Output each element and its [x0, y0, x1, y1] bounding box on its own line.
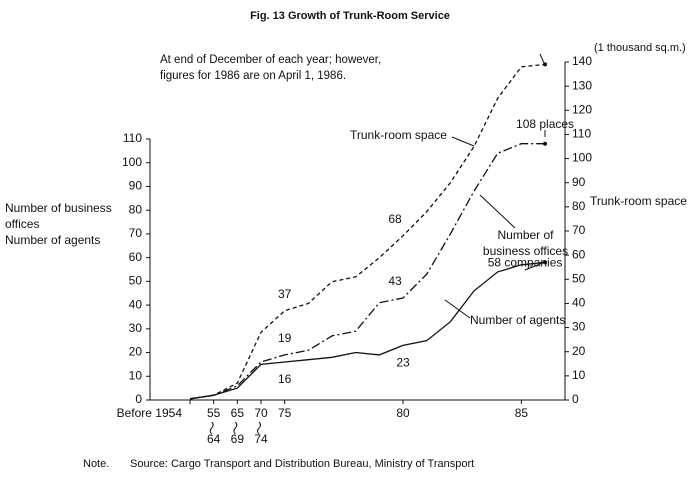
value-label: 16	[278, 372, 292, 386]
x-tick-label-end: 64	[207, 432, 221, 446]
series-line	[189, 261, 546, 400]
value-label: 23	[396, 356, 410, 370]
y-tick-label: 60	[129, 250, 143, 264]
y-tick-label: 50	[129, 274, 143, 288]
series-label: Number of business offices	[482, 228, 569, 258]
note: At end of December of each year; however…	[160, 54, 382, 82]
y-tick-label: 90	[129, 179, 143, 193]
y2-tick-label: 30	[572, 320, 586, 334]
y2-tick-label: 120	[572, 102, 592, 116]
x-tick-label: 75	[278, 406, 292, 420]
end-point	[543, 141, 548, 146]
y2-tick-label: 20	[572, 344, 586, 358]
x-tick-label: 85	[515, 406, 529, 420]
arrows	[444, 53, 546, 319]
end-point	[543, 260, 548, 265]
y2-tick-label: 100	[572, 151, 592, 165]
range-tilde	[209, 421, 214, 435]
arrow	[539, 53, 545, 64]
x-tick-label: 55	[207, 406, 221, 420]
y2-tick-label: 10	[572, 368, 586, 382]
y2-axis-label: Trunk-room space	[590, 194, 687, 208]
x-tick-label: 80	[396, 406, 410, 420]
arrow	[451, 136, 475, 147]
x-tick-label-end: 69	[231, 432, 245, 446]
value-label: 37	[278, 287, 292, 301]
arrow	[444, 299, 471, 319]
y2-tick-label: 0	[572, 392, 579, 406]
y2-tick-label: 90	[572, 175, 586, 189]
y-tick-label: 0	[135, 392, 142, 406]
y-tick-label: 110	[123, 131, 142, 145]
y-tick-label: 80	[129, 202, 143, 216]
range-tilde	[233, 421, 238, 435]
y2-tick-label: 50	[572, 271, 586, 285]
y-tick-label: 70	[129, 226, 143, 240]
y-tick-label: 10	[129, 368, 143, 382]
value-label: 68	[388, 212, 402, 226]
y2-tick-label: 60	[572, 247, 586, 261]
source: Source: Cargo Transport and Distribution…	[130, 458, 474, 470]
x-tick-label: 70	[254, 406, 268, 420]
y2-tick-label: 70	[572, 223, 586, 237]
y2-tick-label: 40	[572, 296, 586, 310]
y-tick-label: 30	[129, 321, 143, 335]
series-label: Trunk-room space	[350, 128, 447, 142]
value-label: 43	[388, 274, 402, 288]
value-label: 19	[278, 331, 292, 345]
y2-tick-label: 140	[572, 54, 592, 68]
end-point	[543, 62, 548, 67]
arrow	[479, 194, 516, 229]
y-axis-label-2: Number of agents	[5, 233, 101, 247]
y-tick-label: 100	[122, 155, 142, 169]
source-prefix: Note.	[83, 458, 109, 470]
y2-unit: (1 thousand sq.m.)	[594, 42, 686, 54]
x-tick-label: 65	[231, 406, 245, 420]
series-line	[189, 63, 546, 400]
y-tick-label: 20	[129, 345, 143, 359]
value-label: 108 places	[516, 117, 574, 131]
value-label: 58 companies	[488, 256, 563, 270]
x-tick-label: Before 1954	[117, 406, 183, 420]
series-label: Number of agents	[470, 313, 566, 327]
chart-title: Fig. 13 Growth of Trunk-Room Service	[250, 10, 450, 22]
y-axis-label-1: Number of business offices	[5, 201, 112, 231]
range-tilde	[257, 421, 262, 435]
y2-tick-label: 80	[572, 199, 586, 213]
x-tick-label-end: 74	[254, 432, 268, 446]
y2-tick-label: 110	[572, 127, 591, 141]
series-line	[189, 143, 545, 400]
y2-tick-label: 130	[572, 78, 592, 92]
y-tick-label: 40	[129, 297, 143, 311]
